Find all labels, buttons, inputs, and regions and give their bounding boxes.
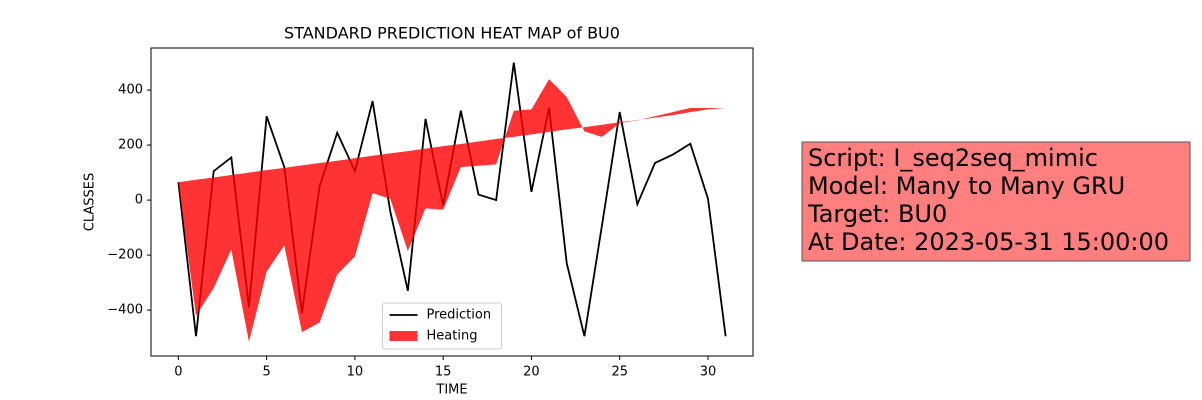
- annotation-line: Model: Many to Many GRU: [808, 172, 1125, 200]
- x-tick-label: 30: [700, 365, 717, 380]
- y-tick-label: 400: [118, 83, 143, 98]
- y-tick-label: 200: [118, 138, 143, 153]
- x-tick-label: 20: [523, 365, 540, 380]
- x-tick-label: 25: [611, 365, 628, 380]
- y-tick-label: 0: [135, 193, 143, 208]
- legend-label: Prediction: [427, 308, 492, 323]
- heating-area: [178, 79, 726, 342]
- annotation-line: Target: BU0: [807, 200, 947, 228]
- y-axis-label: CLASSES: [83, 173, 98, 231]
- annotation-line: Script: I_seq2seq_mimic: [808, 144, 1098, 172]
- legend-label: Heating: [427, 329, 478, 344]
- legend-swatch: [389, 331, 418, 341]
- y-tick-label: −400: [107, 303, 143, 318]
- y-tick-label: −200: [107, 248, 143, 263]
- annotation-line: At Date: 2023-05-31 15:00:00: [808, 228, 1169, 256]
- x-tick-label: 10: [347, 365, 364, 380]
- x-axis-label: TIME: [435, 383, 467, 398]
- x-tick-label: 5: [262, 365, 270, 380]
- plot-area: [177, 62, 727, 342]
- axes-frame: [150, 47, 754, 357]
- annotation-box: [801, 141, 1191, 262]
- x-tick-label: 0: [174, 365, 182, 380]
- chart-title: STANDARD PREDICTION HEAT MAP of BU0: [284, 24, 620, 43]
- x-tick-label: 15: [435, 365, 452, 380]
